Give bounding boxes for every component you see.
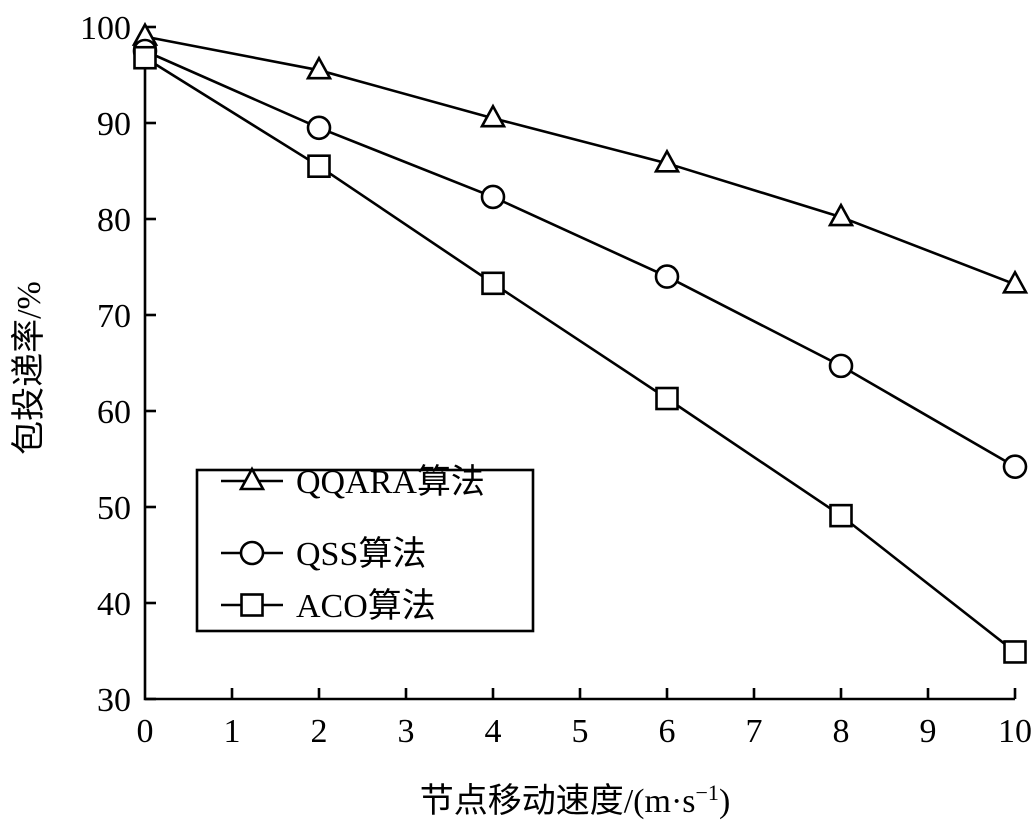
x-tick-label: 3 xyxy=(398,713,415,750)
data-point-triangle xyxy=(827,202,855,227)
series-line-triangle xyxy=(144,35,1016,286)
series-circle xyxy=(132,38,1028,479)
y-tick-label: 70 xyxy=(97,298,131,335)
series-triangle xyxy=(131,21,1029,294)
x-tick-label: 4 xyxy=(485,713,502,750)
x-axis-title-superscript: −1 xyxy=(696,780,719,805)
data-point-triangle xyxy=(1001,269,1029,294)
legend-label: QQARA算法 xyxy=(296,463,485,501)
series-line-circle xyxy=(144,49,1016,468)
legend-marker-square xyxy=(240,593,264,617)
x-tick-label: 9 xyxy=(920,713,937,750)
data-point-circle xyxy=(654,264,680,289)
x-tick-label: 5 xyxy=(572,713,589,750)
legend-marker-triangle xyxy=(238,466,266,491)
x-axis-title-close: ) xyxy=(719,783,730,820)
y-tick-label: 100 xyxy=(80,10,131,47)
legend-label: ACO算法 xyxy=(296,587,436,625)
data-point-square xyxy=(829,503,853,528)
data-point-circle xyxy=(828,353,854,379)
series-square xyxy=(133,45,1027,664)
data-point-triangle xyxy=(305,55,333,80)
legend-item-triangle: QQARA算法 xyxy=(221,463,485,501)
x-tick-label: 7 xyxy=(746,713,763,750)
x-tick-label: 1 xyxy=(224,713,241,750)
series-line-square xyxy=(144,56,1016,653)
x-tick-label: 6 xyxy=(659,713,676,750)
series-layer xyxy=(131,21,1029,664)
data-point-square xyxy=(481,271,505,296)
x-axis-title: 节点移动速度/(m·s−1) xyxy=(420,780,731,821)
y-axis-title: 包投递率/% xyxy=(10,281,48,455)
x-tick-label: 10 xyxy=(998,713,1032,750)
y-tick-label: 40 xyxy=(97,586,131,623)
data-point-square xyxy=(1003,640,1027,664)
y-tick-label: 90 xyxy=(97,106,131,143)
data-point-square xyxy=(655,386,679,411)
x-tick-label: 2 xyxy=(311,713,328,750)
x-tick-label: 0 xyxy=(137,713,154,750)
y-tick-label: 30 xyxy=(97,682,131,719)
x-tick-label: 8 xyxy=(833,713,850,750)
x-axis-title-main: 节点移动速度/(m·s xyxy=(420,782,696,820)
legend-item-circle: QSS算法 xyxy=(221,535,426,573)
y-tick-label: 60 xyxy=(97,394,131,431)
y-tick-label: 50 xyxy=(97,490,131,527)
data-point-square xyxy=(307,154,331,178)
data-point-triangle xyxy=(479,103,507,128)
legend-marker-circle xyxy=(239,540,265,566)
data-point-triangle xyxy=(653,148,681,173)
data-point-circle xyxy=(1002,454,1028,479)
data-point-circle xyxy=(480,184,506,210)
y-tick-label: 80 xyxy=(97,202,131,239)
axes: 30 40 50 60 70 80 90 100 0 1 2 3 4 5 6 7 8 9 10 xyxy=(80,10,1032,750)
data-point-circle xyxy=(306,115,332,141)
legend: QQARA算法 QSS算法 ACO算法 xyxy=(195,463,535,633)
data-point-square xyxy=(133,45,157,70)
legend-item-square: ACO算法 xyxy=(221,587,436,625)
legend-label: QSS算法 xyxy=(296,535,426,573)
